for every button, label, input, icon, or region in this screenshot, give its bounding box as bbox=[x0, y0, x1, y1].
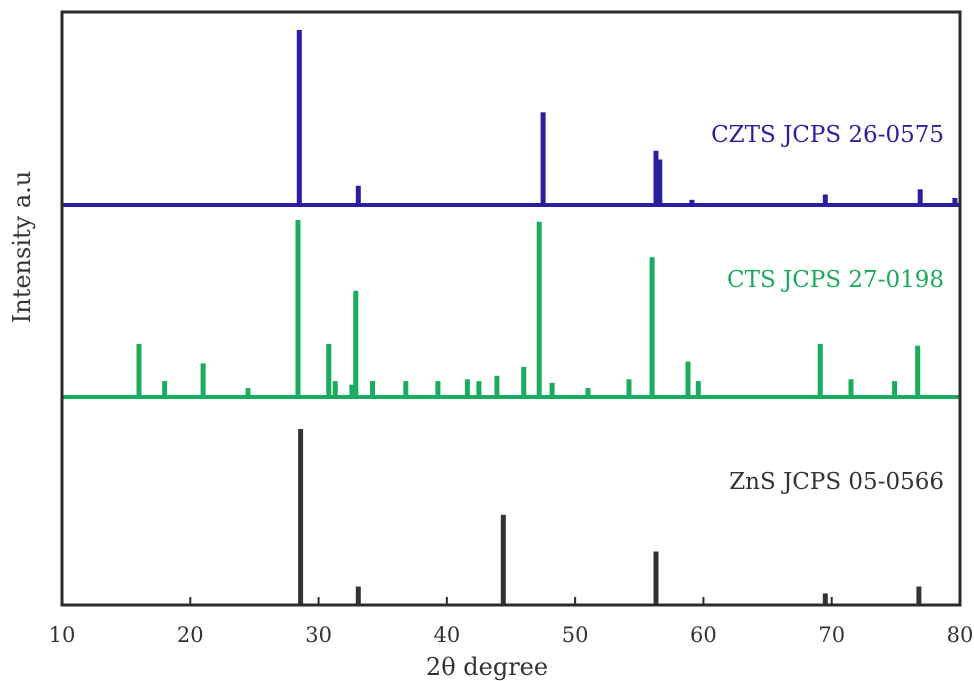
peak-bar bbox=[326, 343, 332, 397]
peak-bar bbox=[355, 586, 361, 604]
peak-bar bbox=[822, 593, 828, 604]
x-tick-label: 50 bbox=[562, 623, 589, 647]
peak-bar bbox=[695, 381, 701, 397]
peak-bar bbox=[521, 366, 527, 397]
peak-bar bbox=[916, 586, 922, 604]
peak-bar bbox=[848, 379, 854, 397]
x-tick-label: 10 bbox=[49, 623, 76, 647]
peak-bar bbox=[464, 379, 470, 397]
x-tick-label: 80 bbox=[947, 623, 974, 647]
peak-bar bbox=[332, 381, 338, 397]
x-ticks-layer: 10 20 30 40 50 60 70 80 bbox=[49, 597, 974, 647]
peak-bar bbox=[626, 379, 632, 397]
peak-bar bbox=[200, 363, 206, 397]
series-label: ZnS JCPS 05-0566 bbox=[729, 469, 944, 495]
x-tick-label: 20 bbox=[177, 623, 204, 647]
peak-bar bbox=[136, 343, 142, 397]
peak-bar bbox=[494, 375, 500, 397]
peak-bar bbox=[657, 159, 663, 205]
peak-bar bbox=[435, 381, 441, 397]
peak-bar bbox=[549, 382, 555, 397]
x-axis-title: 2θ degree bbox=[426, 653, 548, 681]
peak-bar bbox=[915, 345, 921, 397]
peak-bar bbox=[817, 343, 823, 397]
baselines-layer bbox=[62, 203, 960, 399]
series-label: CTS JCPS 27-0198 bbox=[727, 267, 944, 293]
peak-bar bbox=[653, 150, 659, 206]
peak-bar bbox=[298, 429, 304, 604]
peak-bar bbox=[892, 381, 898, 397]
peak-bar bbox=[355, 185, 361, 206]
peak-bar bbox=[536, 221, 542, 397]
plot-frame bbox=[60, 10, 962, 607]
peak-bar bbox=[540, 112, 546, 206]
peak-bar bbox=[585, 388, 591, 397]
x-tick-label: 70 bbox=[818, 623, 845, 647]
peak-bar bbox=[917, 189, 923, 206]
peak-bar bbox=[689, 199, 695, 206]
peak-bar bbox=[349, 384, 355, 397]
peak-bar bbox=[162, 381, 168, 397]
peak-bar bbox=[685, 361, 691, 397]
peak-bar bbox=[822, 194, 828, 205]
x-tick-label: 40 bbox=[433, 623, 460, 647]
peak-bars-layer bbox=[136, 30, 958, 605]
peak-bar bbox=[245, 388, 251, 397]
peak-bar bbox=[353, 290, 359, 397]
peak-bar bbox=[296, 30, 302, 205]
peak-bar bbox=[476, 381, 482, 397]
x-tick-label: 30 bbox=[305, 623, 332, 647]
peak-bar bbox=[649, 257, 655, 397]
peak-bar bbox=[403, 381, 409, 397]
x-tick-label: 60 bbox=[690, 623, 717, 647]
series-label: CZTS JCPS 26-0575 bbox=[711, 122, 944, 148]
series-labels-layer: CZTS JCPS 26-0575 CTS JCPS 27-0198 ZnS JCP… bbox=[711, 122, 944, 495]
peak-bar bbox=[370, 381, 375, 397]
peak-bar bbox=[653, 551, 659, 604]
y-axis-title: Intensity a.u bbox=[8, 171, 36, 323]
peak-bar bbox=[952, 198, 958, 205]
peak-bar bbox=[500, 514, 506, 605]
peak-bar bbox=[295, 220, 301, 397]
